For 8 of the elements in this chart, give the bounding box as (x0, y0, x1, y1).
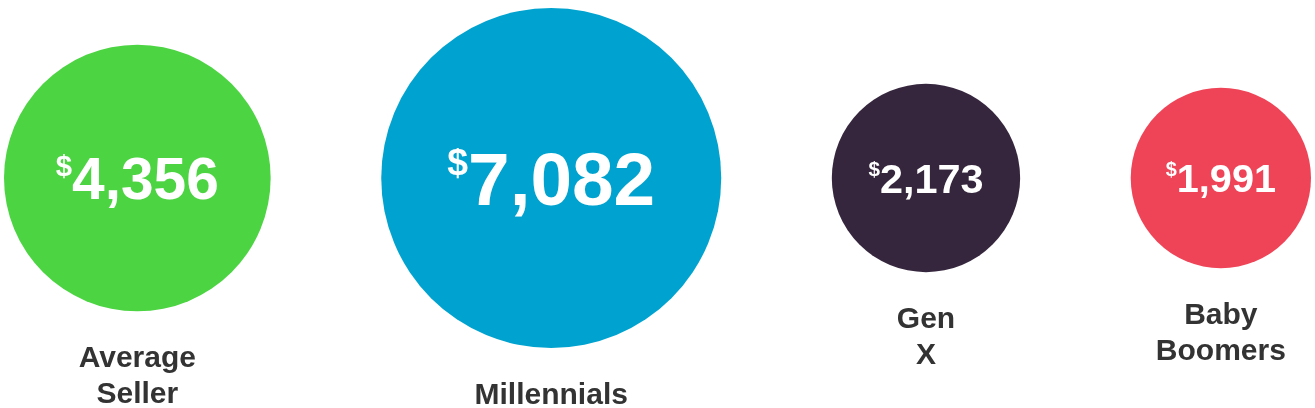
category-label: Gen X (896, 301, 956, 371)
data-label: $^{$}$1,991 (1165, 156, 1276, 201)
data-label: $^{$}$4,356 (55, 146, 219, 212)
data-label: $^{$}$7,082 (447, 136, 656, 221)
data-label: $^{$}$2,173 (868, 154, 984, 202)
category-label: Baby Boomers (1155, 297, 1286, 367)
category-label: Millennials (474, 377, 628, 408)
category-label: Average Seller (78, 340, 196, 408)
